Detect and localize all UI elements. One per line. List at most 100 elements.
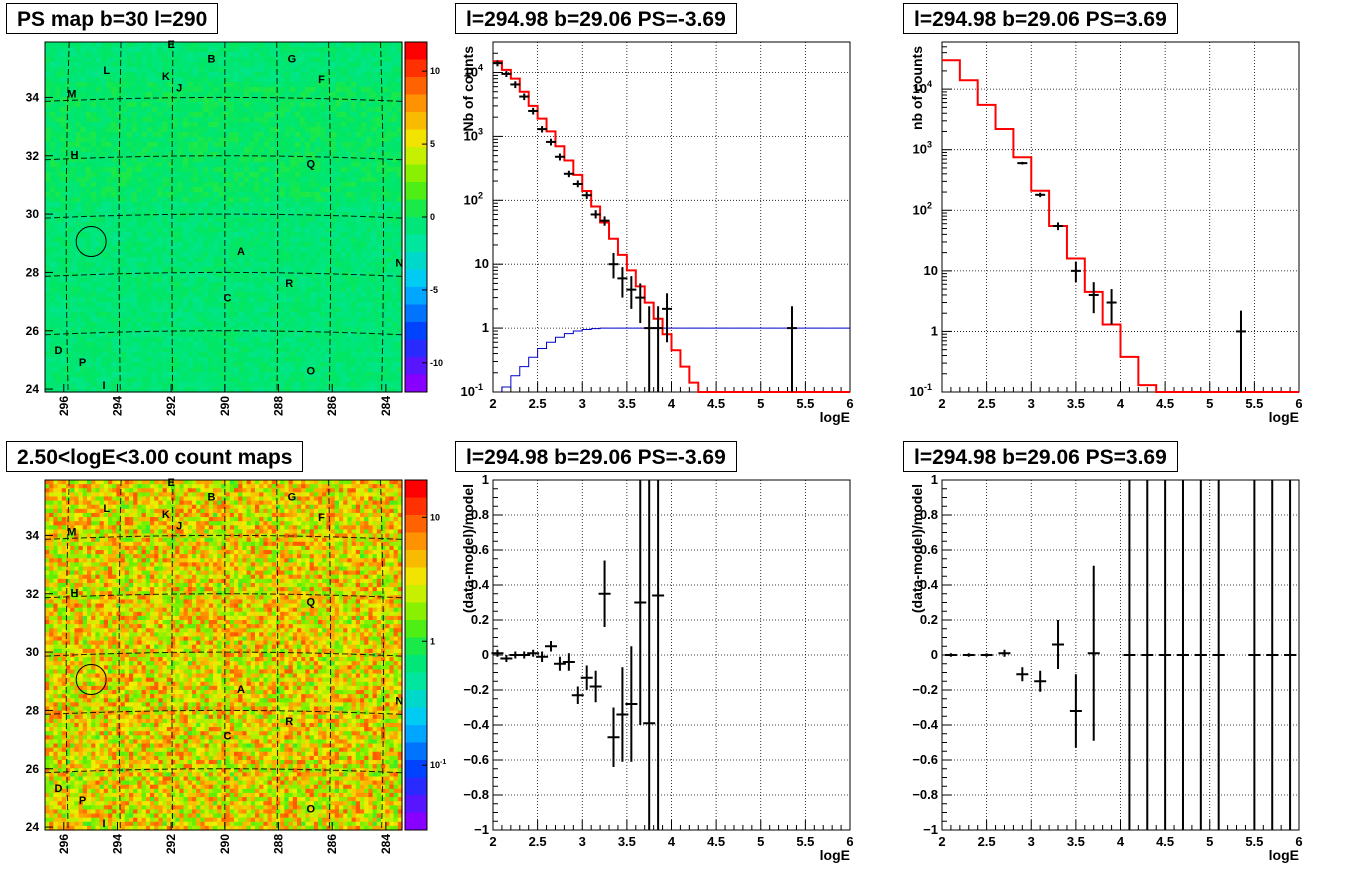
residual-point — [536, 651, 549, 662]
x-tick-label: 4 — [1117, 834, 1125, 849]
x-tick-label: 5 — [1206, 834, 1213, 849]
map-source-label: A — [237, 684, 245, 696]
residual-point — [491, 649, 504, 657]
data-point — [599, 216, 610, 226]
map-source-label: N — [395, 696, 403, 708]
model-line — [493, 60, 850, 393]
x-tick-label: 3.5 — [618, 834, 636, 849]
x-tick-label: 2 — [489, 834, 496, 849]
data-point — [662, 293, 673, 343]
map-xtick-label: 292 — [164, 396, 178, 416]
map-xtick-label: 292 — [164, 834, 178, 854]
x-tick-label: 3 — [1028, 396, 1035, 411]
map-panel-3 — [44, 479, 428, 831]
x-tick-label: 5 — [757, 834, 764, 849]
map-source-label: L — [103, 503, 110, 515]
y-tick-label: 0 — [482, 647, 489, 662]
x-tick-label: 6 — [846, 834, 853, 849]
y-tick-label: 1 — [482, 320, 489, 335]
map-source-label: D — [54, 345, 62, 357]
x-tick-label: 5.5 — [796, 396, 814, 411]
map-source-label: Q — [306, 158, 315, 170]
y-tick-label: −0.2 — [463, 682, 489, 697]
y-tick-label: −0.6 — [463, 752, 489, 767]
y-tick-label: 0.8 — [471, 507, 489, 522]
y-tick-label: −0.4 — [912, 717, 938, 732]
map-source-label: G — [288, 53, 297, 65]
residual-point — [625, 646, 638, 762]
x-tick-label: 3 — [579, 834, 586, 849]
y-tick-label: 1 — [482, 472, 489, 487]
x-axis-label: logE — [1269, 847, 1299, 863]
residual-point — [998, 649, 1011, 657]
residual-panel-5 — [941, 479, 1300, 831]
y-tick-label: −0.8 — [463, 787, 489, 802]
data-point — [635, 283, 646, 324]
x-tick-label: 2 — [938, 834, 945, 849]
residual-point — [1194, 480, 1207, 830]
map-frame-0 — [44, 41, 403, 393]
y-tick-label: 0.6 — [471, 542, 489, 557]
y-tick-label: 10 — [924, 263, 938, 278]
background-model-line — [501, 327, 850, 392]
map-ytick-label: 32 — [26, 587, 40, 601]
y-tick-label: −1 — [923, 822, 938, 837]
map-source-label: L — [103, 65, 110, 77]
x-tick-label: 5.5 — [1245, 834, 1263, 849]
y-tick-label: −0.6 — [912, 752, 938, 767]
map-grid-3 — [44, 479, 403, 831]
x-tick-label: 5 — [757, 396, 764, 411]
map-xtick-label: 296 — [57, 396, 71, 416]
map-source-label: F — [318, 74, 325, 86]
residual-point — [1087, 565, 1100, 741]
data-point — [1070, 262, 1081, 283]
residual-point — [652, 480, 665, 830]
x-tick-label: 4.5 — [707, 834, 725, 849]
map-source-label: N — [395, 258, 403, 270]
data-point — [590, 210, 601, 219]
map-xtick-label: 288 — [272, 396, 286, 416]
x-axis-label: logE — [820, 409, 850, 425]
map-colorbar-3 — [404, 479, 428, 831]
map-frame-3 — [44, 479, 403, 831]
data-point — [786, 306, 797, 392]
map-ytick-label: 24 — [26, 382, 40, 396]
map-source-label: D — [54, 783, 62, 795]
y-tick-label: 0.4 — [920, 577, 939, 592]
y-axis-label: (data-model)/model — [460, 484, 476, 613]
map-source-label: M — [67, 526, 76, 538]
y-tick-label: 0.2 — [471, 612, 489, 627]
map-ytick-label: 30 — [26, 645, 40, 659]
data-point — [653, 306, 664, 392]
residual-point — [571, 686, 584, 704]
map-ytick-label: 26 — [26, 324, 40, 338]
y-tick-label: 0 — [931, 647, 938, 662]
map-source-label: H — [71, 588, 79, 600]
residual-point — [1123, 480, 1136, 830]
residual-point — [1159, 480, 1172, 830]
map-source-label: B — [207, 53, 215, 65]
map-source-label: H — [71, 150, 79, 162]
map-source-label: I — [103, 818, 106, 830]
map-source-label: B — [207, 491, 215, 503]
y-axis-label: Nb of counts — [460, 46, 476, 132]
panel-title-residual-neg: l=294.98 b=29.06 PS=-3.69 — [455, 441, 737, 472]
data-point — [572, 180, 583, 188]
map-xtick-label: 284 — [379, 396, 393, 416]
data-point — [501, 71, 512, 77]
y-tick-label: 103 — [913, 140, 932, 157]
data-point — [644, 306, 655, 392]
map-cells-3 — [45, 480, 403, 831]
data-point — [546, 138, 557, 146]
x-tick-label: 3.5 — [1067, 834, 1085, 849]
y-tick-label: 10-1 — [461, 382, 483, 399]
map-ytick-label: 28 — [26, 703, 40, 717]
map-source-label: R — [285, 278, 293, 290]
map-ytick-label: 32 — [26, 149, 40, 163]
x-tick-label: 5 — [1206, 396, 1213, 411]
map-source-label: I — [103, 380, 106, 392]
x-tick-label: 2.5 — [978, 834, 996, 849]
map-cells-0 — [45, 42, 403, 393]
residual-point — [1176, 480, 1189, 830]
